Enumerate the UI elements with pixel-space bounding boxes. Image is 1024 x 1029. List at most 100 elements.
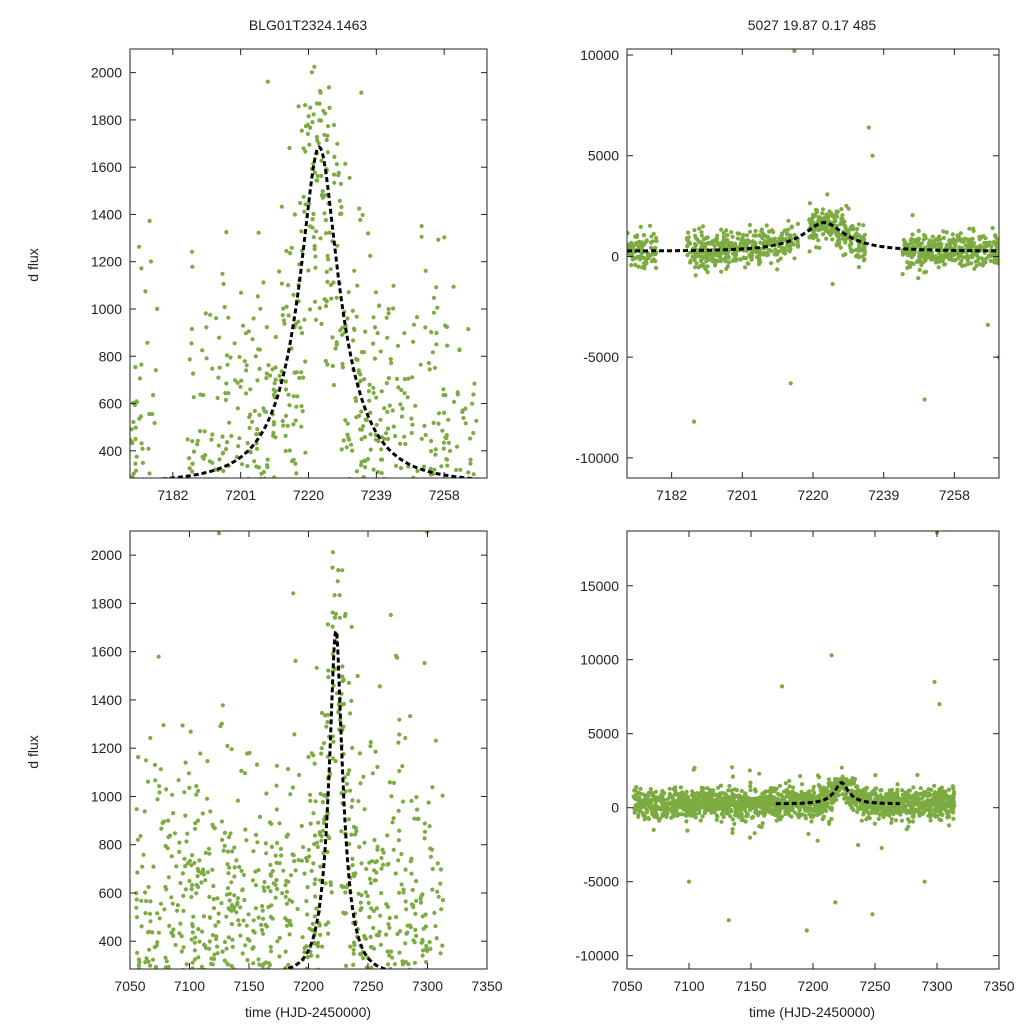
data-point bbox=[201, 914, 207, 919]
data-point bbox=[284, 923, 289, 928]
data-point bbox=[151, 864, 156, 869]
data-point bbox=[190, 966, 195, 969]
data-point bbox=[846, 797, 851, 802]
data-point bbox=[837, 240, 842, 245]
data-point bbox=[220, 271, 225, 276]
outlier-point bbox=[866, 125, 871, 130]
data-point bbox=[762, 813, 767, 818]
data-point bbox=[216, 443, 221, 448]
data-point bbox=[224, 230, 229, 235]
data-point bbox=[796, 815, 801, 820]
data-point bbox=[145, 930, 151, 935]
data-point bbox=[374, 422, 379, 427]
data-point bbox=[264, 409, 269, 414]
data-point bbox=[422, 660, 427, 666]
data-point bbox=[187, 357, 192, 362]
data-point bbox=[799, 789, 804, 795]
data-point bbox=[284, 248, 289, 254]
data-point bbox=[263, 841, 268, 846]
data-point bbox=[744, 233, 750, 238]
data-point bbox=[693, 265, 698, 270]
data-point bbox=[198, 751, 203, 756]
data-point bbox=[182, 856, 187, 862]
data-point bbox=[644, 239, 649, 244]
data-point bbox=[195, 874, 200, 879]
data-point bbox=[687, 811, 693, 816]
data-point bbox=[946, 787, 952, 792]
data-point bbox=[829, 231, 834, 236]
data-point bbox=[302, 945, 307, 951]
data-point bbox=[299, 404, 304, 409]
data-point bbox=[367, 876, 373, 881]
data-point bbox=[647, 223, 653, 228]
data-point bbox=[320, 189, 325, 194]
data-point bbox=[187, 456, 192, 461]
data-point bbox=[325, 719, 330, 725]
data-point bbox=[222, 939, 227, 945]
data-point bbox=[207, 851, 212, 856]
data-point bbox=[991, 240, 996, 245]
data-point bbox=[302, 871, 307, 876]
data-point bbox=[910, 793, 915, 798]
data-point bbox=[354, 469, 359, 474]
data-point bbox=[209, 437, 214, 442]
data-point bbox=[419, 234, 424, 239]
data-point bbox=[729, 240, 734, 246]
data-point bbox=[411, 475, 416, 478]
data-point bbox=[302, 317, 307, 322]
data-point bbox=[230, 902, 235, 908]
data-point bbox=[809, 819, 814, 824]
outlier-point bbox=[870, 912, 875, 917]
data-point bbox=[916, 257, 921, 262]
data-point bbox=[139, 898, 144, 903]
data-point bbox=[230, 944, 235, 950]
data-point bbox=[324, 137, 329, 143]
data-point bbox=[457, 348, 462, 353]
data-point bbox=[396, 858, 401, 863]
data-point bbox=[907, 819, 912, 824]
data-point bbox=[170, 792, 175, 797]
bottom-left-xlabel: time (HJD-2450000) bbox=[245, 1004, 371, 1020]
data-point bbox=[221, 848, 226, 853]
y-tick-label: 10000 bbox=[580, 47, 619, 63]
data-point bbox=[396, 385, 401, 390]
data-point bbox=[350, 308, 355, 313]
data-point bbox=[387, 915, 392, 921]
data-point bbox=[830, 781, 835, 786]
data-point bbox=[400, 406, 405, 411]
data-point bbox=[196, 884, 201, 890]
y-tick-label: -5000 bbox=[583, 874, 619, 890]
data-point bbox=[210, 460, 215, 465]
top-right-points bbox=[627, 49, 999, 424]
data-point bbox=[839, 207, 844, 212]
data-point bbox=[279, 204, 284, 209]
data-point bbox=[937, 234, 942, 239]
data-point bbox=[933, 790, 938, 795]
data-point bbox=[715, 251, 720, 256]
data-point bbox=[644, 810, 650, 815]
data-point bbox=[247, 425, 252, 431]
data-point bbox=[373, 290, 378, 295]
data-point bbox=[323, 304, 329, 309]
data-point bbox=[873, 773, 878, 778]
data-point bbox=[144, 956, 149, 961]
data-point bbox=[917, 254, 922, 259]
data-point bbox=[340, 361, 345, 367]
y-tick-label: 1000 bbox=[91, 788, 122, 804]
data-point bbox=[302, 209, 307, 214]
data-point bbox=[429, 847, 435, 852]
data-point bbox=[446, 417, 451, 422]
data-point bbox=[140, 446, 145, 451]
data-point bbox=[662, 812, 667, 817]
data-point bbox=[706, 792, 711, 798]
data-point bbox=[135, 870, 140, 875]
data-point bbox=[217, 365, 222, 370]
data-point bbox=[910, 232, 915, 237]
data-point bbox=[327, 230, 332, 235]
data-point bbox=[981, 245, 987, 251]
data-point bbox=[722, 807, 727, 812]
data-point bbox=[360, 212, 365, 218]
y-tick-label: 400 bbox=[99, 443, 123, 459]
data-point bbox=[995, 250, 999, 255]
